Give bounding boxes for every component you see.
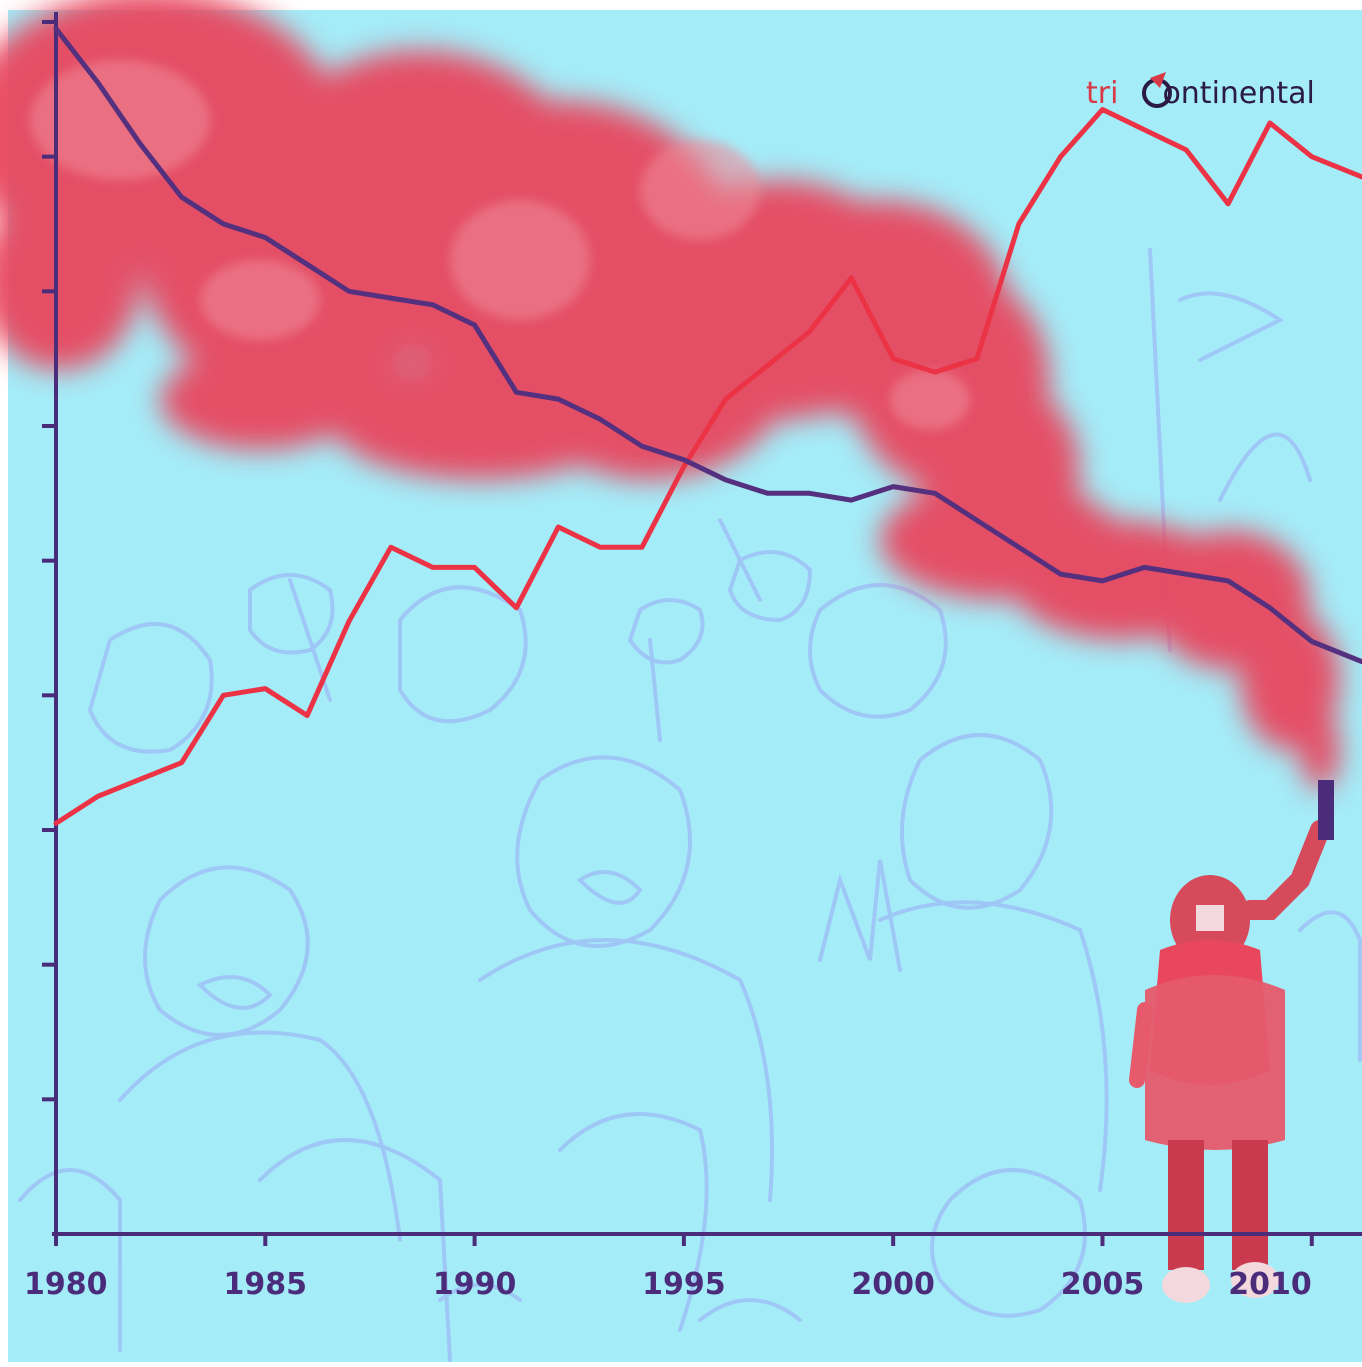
tricontinental-logo: tri ontinental — [1086, 72, 1315, 111]
series-line-1 — [53, 107, 1362, 826]
x-tick-label: 2010 — [1228, 1267, 1312, 1302]
x-tick-labels: 1980 1985 1990 1995 2000 2005 2010 — [24, 1267, 1312, 1302]
crowd-sketch — [18, 248, 1362, 1362]
protester-figure — [1129, 780, 1334, 1303]
x-tick-label: 1985 — [224, 1267, 308, 1302]
x-tick-label: 2000 — [851, 1267, 935, 1302]
smoke-cloud — [0, 0, 1340, 790]
x-tick-label: 1980 — [24, 1267, 108, 1302]
series-line-2 — [53, 26, 1362, 665]
x-ticks — [54, 1234, 1314, 1246]
y-ticks — [42, 20, 56, 1102]
logo-text-tri: tri — [1086, 76, 1118, 111]
logo-text-rest: ontinental — [1162, 76, 1314, 111]
x-tick-label: 2005 — [1061, 1267, 1145, 1302]
x-tick-label: 1995 — [642, 1267, 726, 1302]
data-lines — [53, 26, 1362, 826]
x-tick-label: 1990 — [433, 1267, 517, 1302]
logo-o-icon — [1142, 72, 1172, 108]
